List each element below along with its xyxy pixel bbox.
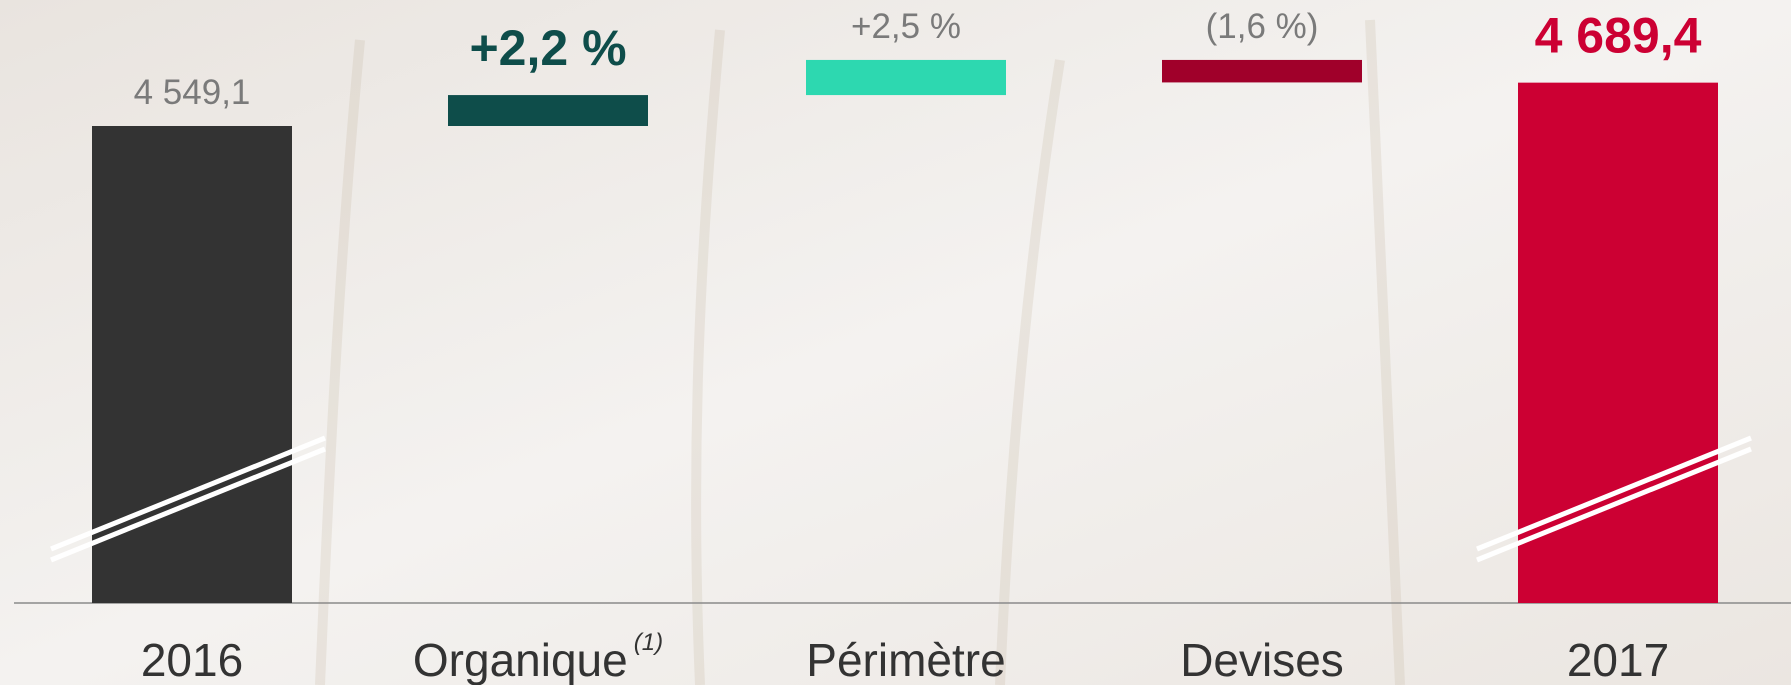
value-label: +2,2 % [469,20,626,76]
chart: 4 549,1 2016 +2,2 % Organique(1) +2,5 % Périm… [0,0,1791,685]
category-name: Devises [1180,634,1344,685]
value-label: 4 689,4 [1535,8,1702,64]
x-tick-label: Périmètre [806,634,1005,685]
category-name: 2017 [1567,634,1669,685]
x-tick-label: 2017 [1567,634,1669,685]
bar [448,95,648,126]
x-tick-label: Organique(1) [413,629,663,685]
value-label: +2,5 % [851,7,961,46]
value-label: (1,6 %) [1206,7,1319,46]
category-name: Organique [413,634,628,685]
category-name: 2016 [141,634,243,685]
bar [806,60,1006,95]
value-label: 4 549,1 [134,73,251,112]
bar [1518,83,1718,603]
category-name: Périmètre [806,634,1005,685]
bar [1162,60,1362,82]
category-footnote: (1) [634,629,663,656]
x-tick-label: 2016 [141,634,243,685]
x-tick-label: Devises [1180,634,1344,685]
